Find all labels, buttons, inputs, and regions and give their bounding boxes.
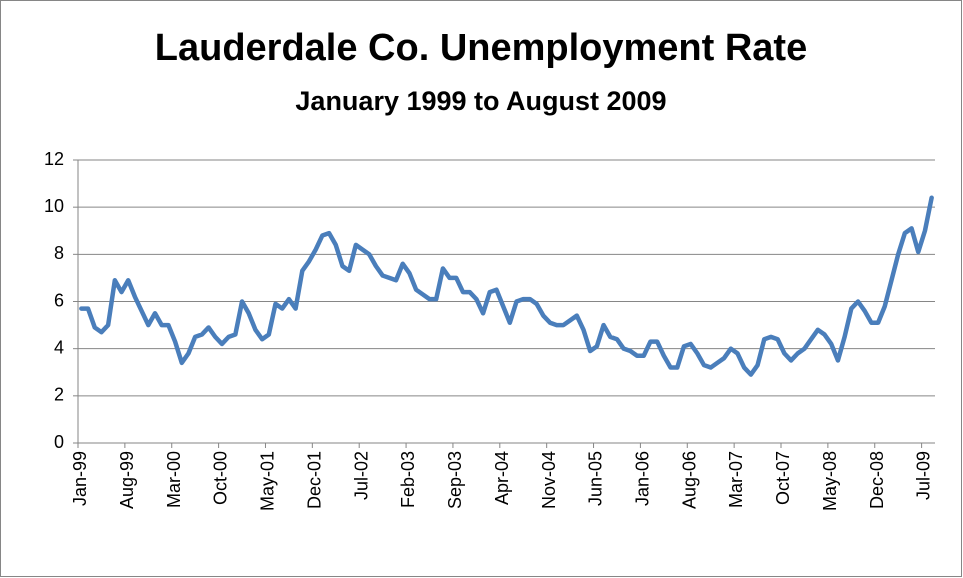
x-tick-label: Jun-05 — [586, 451, 606, 506]
y-tick-label: 12 — [44, 149, 64, 169]
x-tick-label: Mar-07 — [726, 451, 746, 508]
x-tick-label: Aug-99 — [117, 451, 137, 509]
x-tick-label: Apr-04 — [492, 451, 512, 505]
x-tick-label: Oct-07 — [773, 451, 793, 505]
x-tick-label: Oct-00 — [211, 451, 231, 505]
x-tick-label: Jan-06 — [633, 451, 653, 506]
x-tick-label: May-01 — [258, 451, 278, 511]
y-tick-label: 2 — [54, 385, 64, 405]
x-tick-label: Feb-03 — [398, 451, 418, 508]
x-tick-label: May-08 — [820, 451, 840, 511]
x-tick-label: Jul-09 — [914, 451, 934, 500]
y-tick-label: 8 — [54, 243, 64, 263]
x-tick-label: Mar-00 — [164, 451, 184, 508]
series-line — [79, 195, 934, 377]
x-tick-label: Jul-02 — [351, 451, 371, 500]
y-tick-label: 4 — [54, 337, 64, 357]
chart-title: Lauderdale Co. Unemployment Rate — [155, 27, 807, 69]
chart-subtitle: January 1999 to August 2009 — [295, 86, 666, 116]
y-tick-label: 6 — [54, 290, 64, 310]
x-tick-label: Dec-01 — [304, 451, 324, 509]
y-tick-label: 10 — [44, 196, 64, 216]
x-tick-label: Jan-99 — [70, 451, 90, 506]
x-tick-label: Aug-06 — [679, 451, 699, 509]
x-tick-label: Sep-03 — [445, 451, 465, 509]
x-tick-label: Dec-08 — [867, 451, 887, 509]
y-tick-label: 0 — [54, 432, 64, 452]
x-tick-label: Nov-04 — [539, 451, 559, 509]
